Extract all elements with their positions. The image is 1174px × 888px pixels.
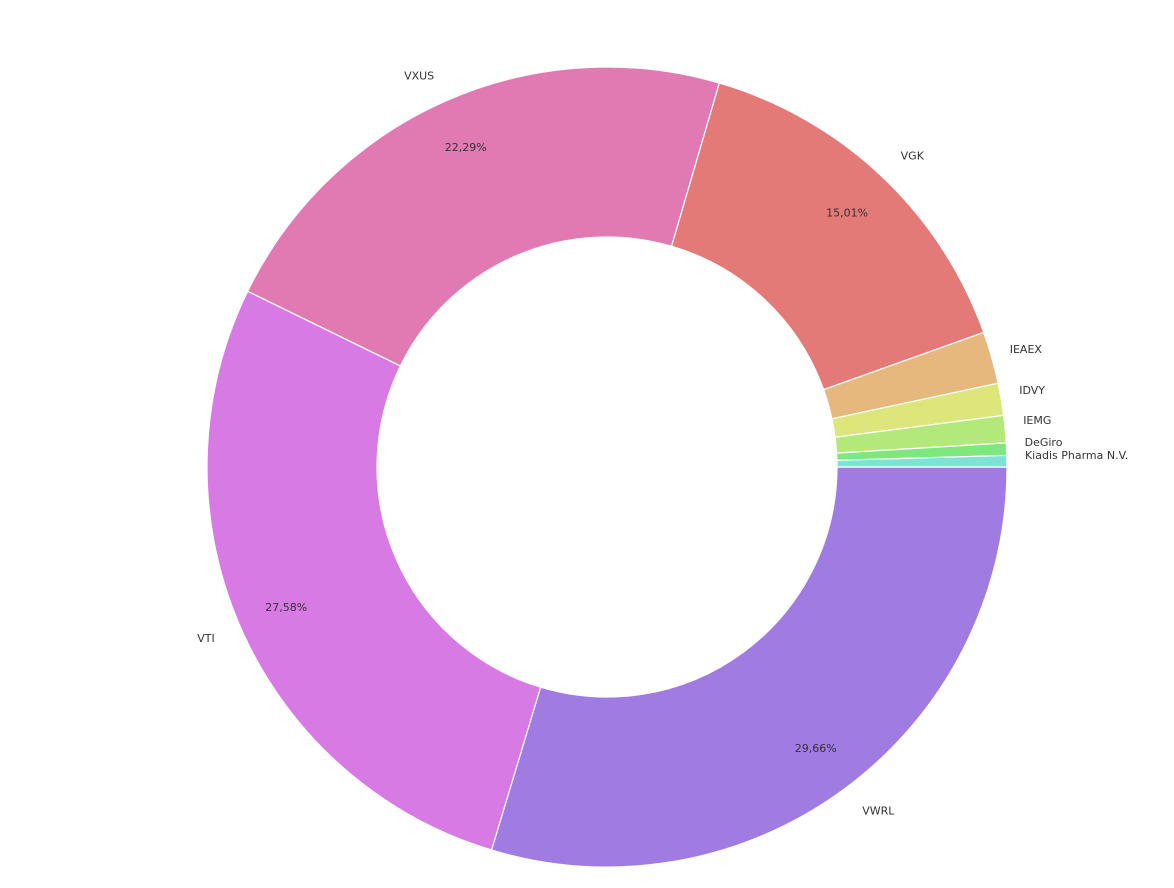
slice-vwrl[interactable] [490, 466, 1008, 868]
slice-label: IEAEX [1010, 343, 1043, 356]
slice-label: VGK [901, 150, 925, 163]
slices-group [206, 66, 1008, 868]
slice-label: VWRL [862, 805, 895, 818]
slice-label: IDVY [1019, 384, 1045, 397]
slice-vgk[interactable] [670, 82, 985, 391]
pct-label: 27,58% [265, 601, 307, 614]
slice-label: DeGiro [1025, 436, 1063, 449]
labels-group: 29,66% VWRL 27,58% VTI 22,29% VXUS 15,01% VGK IE… [197, 69, 1128, 817]
slice-vti[interactable] [206, 290, 542, 851]
pct-label: 22,29% [445, 141, 487, 154]
slice-label: IEMG [1023, 414, 1051, 427]
pct-label: 15,01% [826, 206, 868, 219]
slice-vxus[interactable] [246, 66, 721, 367]
slice-label: Kiadis Pharma N.V. [1025, 449, 1128, 462]
slice-label: VTI [197, 632, 215, 645]
slice-kiadis-pharma-n-v[interactable] [836, 454, 1008, 468]
slice-label: VXUS [404, 69, 434, 82]
pct-label: 29,66% [795, 742, 837, 755]
